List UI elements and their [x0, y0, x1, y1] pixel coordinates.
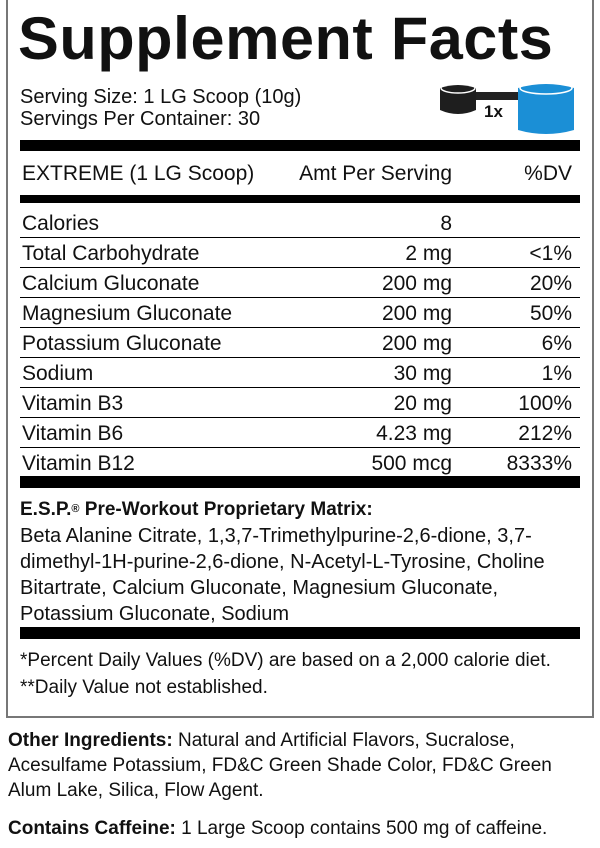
nutrient-row: Magnesium Gluconate 200 mg 50%: [20, 298, 580, 328]
caffeine-statement: Contains Caffeine: 1 Large Scoop contain…: [8, 818, 548, 839]
matrix-title: E.S.P.® Pre-Workout Proprietary Matrix:: [20, 499, 373, 520]
nutrient-amount: 500 mcg: [371, 452, 452, 475]
nutrient-row: Potassium Gluconate 200 mg 6%: [20, 328, 580, 358]
nutrient-dv: 212%: [518, 422, 572, 445]
nutrient-amount: 8: [440, 212, 452, 235]
nutrient-dv: 8333%: [506, 452, 572, 475]
nutrient-row: Sodium 30 mg 1%: [20, 358, 580, 388]
nutrient-name: Calcium Gluconate: [22, 272, 200, 295]
nutrient-row: Calcium Gluconate 200 mg 20%: [20, 268, 580, 298]
divider-thick: [20, 627, 580, 639]
nutrient-name: Vitamin B3: [22, 392, 124, 415]
servings-per-container: Servings Per Container: 30: [20, 108, 261, 130]
nutrient-dv: 6%: [541, 332, 572, 355]
nutrient-name: Magnesium Gluconate: [22, 302, 233, 325]
divider-thick: [20, 195, 580, 203]
other-ingredients: Other Ingredients: Natural and Artificia…: [8, 730, 552, 801]
panel-title: Supplement Facts: [18, 5, 554, 72]
scoop-icon: 1x: [438, 80, 583, 135]
nutrient-name: Vitamin B6: [22, 422, 124, 445]
nutrient-dv: 1%: [541, 362, 572, 385]
nutrient-amount: 2 mg: [405, 242, 452, 265]
nutrient-row: Vitamin B3 20 mg 100%: [20, 388, 580, 418]
nutrient-amount: 200 mg: [381, 272, 452, 295]
supplement-facts-panel: [6, 0, 594, 718]
scoop-count: 1x: [484, 102, 503, 121]
column-header-amount: Amt Per Serving: [299, 162, 452, 185]
nutrient-amount: 4.23 mg: [376, 422, 452, 445]
serving-size: Serving Size: 1 LG Scoop (10g): [20, 86, 302, 108]
nutrient-amount: 20 mg: [393, 392, 452, 415]
matrix-ingredients: Beta Alanine Citrate, 1,3,7-Trimethylpur…: [20, 525, 545, 625]
column-header-dv: %DV: [524, 162, 572, 185]
proprietary-matrix: E.S.P.® Pre-Workout Proprietary Matrix: …: [20, 496, 580, 627]
nutrient-amount: 30 mg: [393, 362, 452, 385]
divider-thick: [20, 476, 580, 488]
nutrient-name: Potassium Gluconate: [22, 332, 222, 355]
nutrient-dv: 100%: [518, 392, 572, 415]
nutrient-row: Vitamin B12 500 mcg 8333%: [20, 448, 580, 478]
nutrient-name: Calories: [22, 212, 100, 235]
nutrient-row: Vitamin B6 4.23 mg 212%: [20, 418, 580, 448]
footnote-dv: *Percent Daily Values (%DV) are based on…: [20, 650, 551, 671]
divider-thick: [20, 140, 580, 151]
nutrient-amount: 200 mg: [381, 302, 452, 325]
nutrient-row: Calories 8: [20, 208, 580, 238]
nutrient-name: Total Carbohydrate: [22, 242, 200, 265]
nutrient-row: Total Carbohydrate 2 mg <1%: [20, 238, 580, 268]
nutrient-name: Vitamin B12: [22, 452, 135, 475]
nutrient-dv: 20%: [529, 272, 572, 295]
nutrient-dv: <1%: [529, 242, 572, 265]
footnote-not-established: **Daily Value not established.: [20, 677, 268, 698]
nutrient-name: Sodium: [22, 362, 94, 385]
nutrient-amount: 200 mg: [381, 332, 452, 355]
nutrient-dv: 50%: [529, 302, 572, 325]
column-header-name: EXTREME (1 LG Scoop): [22, 162, 255, 185]
